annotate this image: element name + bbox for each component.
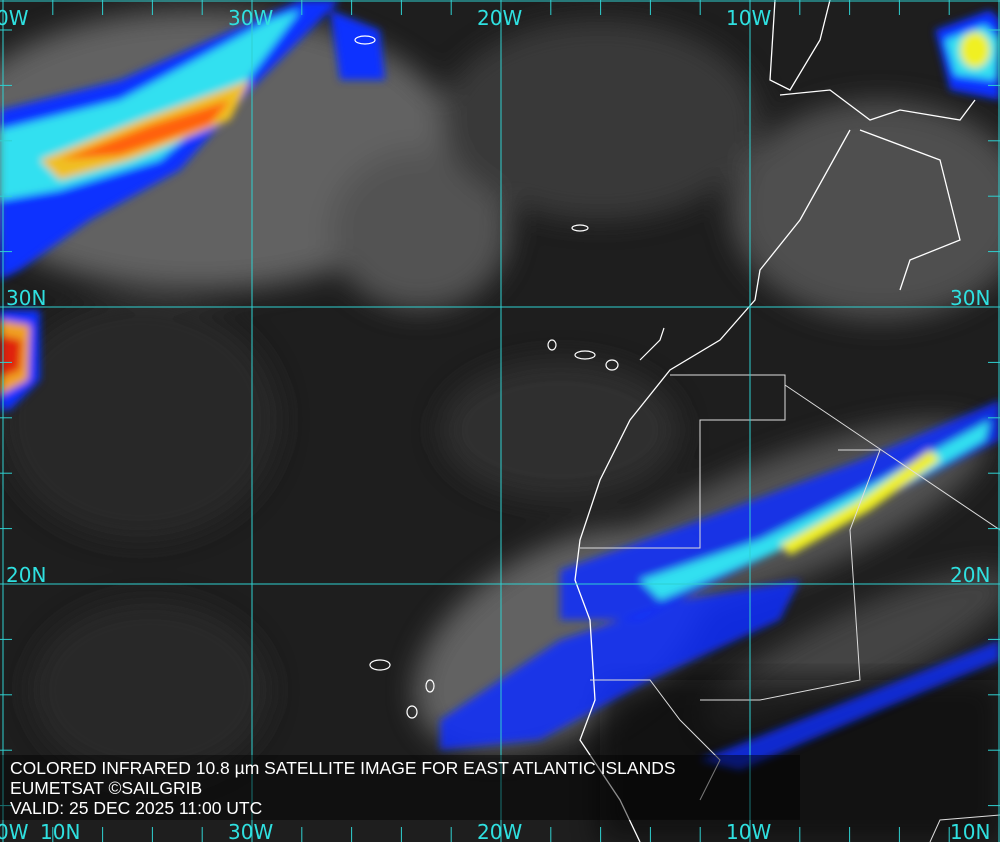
image-title: COLORED INFRARED 10.8 µm SATELLITE IMAGE… xyxy=(10,758,676,778)
lat-label-right: 30N xyxy=(950,286,991,310)
caption-box: COLORED INFRARED 10.8 µm SATELLITE IMAGE… xyxy=(0,755,800,820)
lon-label-top: 0W xyxy=(0,6,29,30)
lat-label-right: 10N xyxy=(950,820,991,842)
image-credit: EUMETSAT ©SAILGRIB xyxy=(10,778,203,798)
lon-label-bottom: 20W xyxy=(477,820,523,842)
coastlines xyxy=(574,0,976,842)
lon-label-top: 10W xyxy=(726,6,772,30)
lon-label-top: 20W xyxy=(477,6,523,30)
islands xyxy=(354,35,665,719)
lat-label-left: 10N xyxy=(40,820,81,842)
lat-label-right: 20N xyxy=(950,563,991,587)
lon-label-bottom: 30W xyxy=(228,820,274,842)
lon-label-bottom: 10W xyxy=(726,820,772,842)
lat-label-left: 20N xyxy=(6,563,47,587)
lon-label-bottom: 0W xyxy=(0,820,29,842)
valid-time: VALID: 25 DEC 2025 11:00 UTC xyxy=(10,798,263,818)
lat-label-left: 30N xyxy=(6,286,47,310)
lon-label-top: 30W xyxy=(228,6,274,30)
